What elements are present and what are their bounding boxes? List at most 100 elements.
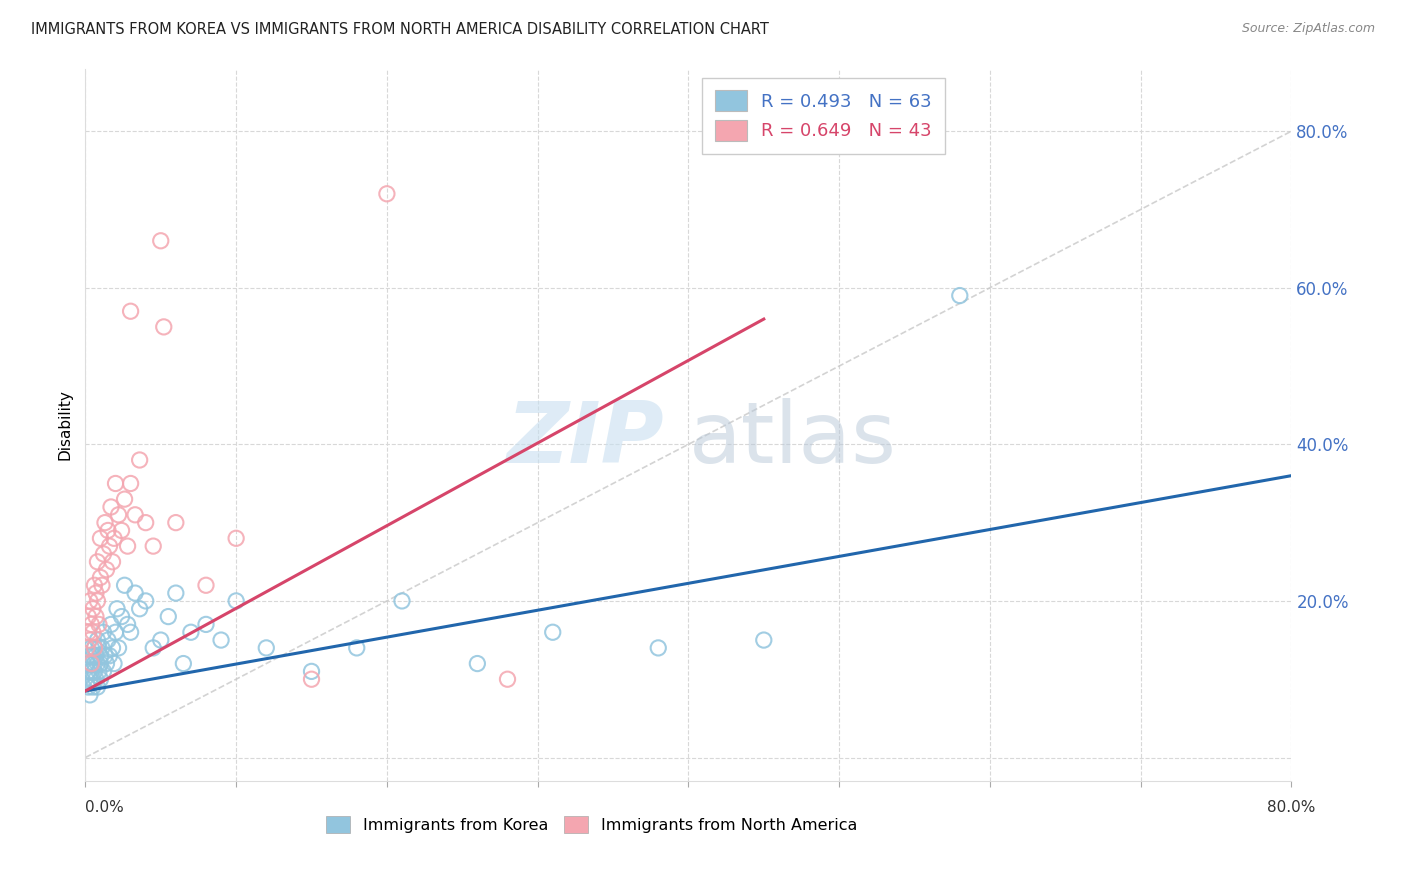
Point: [83, 665, 105, 679]
Point: [89, 672, 111, 686]
Text: ZIP: ZIP: [506, 398, 664, 481]
Point: [120, 304, 142, 318]
Point: [79, 672, 101, 686]
Point: [80, 657, 103, 671]
Text: 80.0%: 80.0%: [1267, 799, 1316, 814]
Point: [541, 625, 564, 640]
Point: [142, 640, 165, 655]
Point: [120, 476, 142, 491]
Point: [107, 508, 129, 522]
Point: [225, 594, 247, 608]
Point: [97, 524, 120, 538]
Point: [100, 617, 122, 632]
Point: [391, 594, 413, 608]
Point: [254, 640, 277, 655]
Point: [79, 633, 101, 648]
Point: [96, 563, 118, 577]
Legend: R = 0.493   N = 63, R = 0.649   N = 43: R = 0.493 N = 63, R = 0.649 N = 43: [702, 78, 945, 153]
Text: 0.0%: 0.0%: [86, 799, 124, 814]
Point: [93, 665, 115, 679]
Point: [165, 586, 187, 600]
Point: [87, 640, 110, 655]
Point: [496, 672, 519, 686]
Point: [135, 516, 157, 530]
Point: [110, 524, 132, 538]
Point: [82, 625, 104, 640]
Point: [98, 648, 121, 663]
Point: [89, 531, 111, 545]
Point: [87, 617, 110, 632]
Point: [103, 657, 125, 671]
Point: [100, 500, 122, 514]
Point: [83, 640, 105, 655]
Point: [84, 586, 107, 600]
Point: [82, 648, 104, 663]
Point: [647, 640, 669, 655]
Point: [135, 594, 157, 608]
Point: [195, 617, 218, 632]
Point: [157, 609, 180, 624]
Point: [346, 640, 368, 655]
Point: [107, 640, 129, 655]
Point: [101, 555, 124, 569]
Point: [752, 633, 775, 648]
Text: IMMIGRANTS FROM KOREA VS IMMIGRANTS FROM NORTH AMERICA DISABILITY CORRELATION CH: IMMIGRANTS FROM KOREA VS IMMIGRANTS FROM…: [31, 22, 769, 37]
Point: [82, 601, 104, 615]
Text: Source: ZipAtlas.com: Source: ZipAtlas.com: [1241, 22, 1375, 36]
Point: [375, 186, 398, 201]
Point: [114, 492, 136, 507]
Point: [172, 657, 194, 671]
Point: [124, 586, 146, 600]
Point: [104, 625, 127, 640]
Point: [79, 594, 101, 608]
Point: [96, 657, 118, 671]
Point: [225, 531, 247, 545]
Point: [77, 625, 100, 640]
Point: [93, 625, 115, 640]
Y-axis label: Disability: Disability: [58, 389, 72, 460]
Point: [117, 539, 139, 553]
Point: [180, 625, 202, 640]
Point: [84, 648, 107, 663]
Point: [77, 665, 100, 679]
Point: [77, 680, 100, 694]
Point: [152, 319, 174, 334]
Point: [101, 640, 124, 655]
Point: [149, 633, 172, 648]
Point: [89, 657, 111, 671]
Point: [86, 594, 108, 608]
Text: atlas: atlas: [689, 398, 897, 481]
Point: [195, 578, 218, 592]
Point: [93, 547, 115, 561]
Point: [128, 453, 150, 467]
Point: [84, 609, 107, 624]
Point: [77, 609, 100, 624]
Point: [97, 633, 120, 648]
Point: [86, 680, 108, 694]
Point: [91, 640, 114, 655]
Point: [82, 680, 104, 694]
Point: [301, 672, 323, 686]
Point: [82, 672, 104, 686]
Point: [79, 648, 101, 663]
Point: [80, 665, 103, 679]
Point: [83, 657, 105, 671]
Point: [79, 688, 101, 702]
Point: [80, 617, 103, 632]
Point: [120, 625, 142, 640]
Point: [76, 657, 98, 671]
Point: [149, 234, 172, 248]
Point: [165, 516, 187, 530]
Point: [86, 633, 108, 648]
Point: [76, 640, 98, 655]
Point: [86, 555, 108, 569]
Point: [467, 657, 489, 671]
Point: [142, 539, 165, 553]
Point: [124, 508, 146, 522]
Point: [128, 601, 150, 615]
Point: [117, 617, 139, 632]
Point: [209, 633, 232, 648]
Point: [86, 657, 108, 671]
Point: [103, 531, 125, 545]
Point: [104, 476, 127, 491]
